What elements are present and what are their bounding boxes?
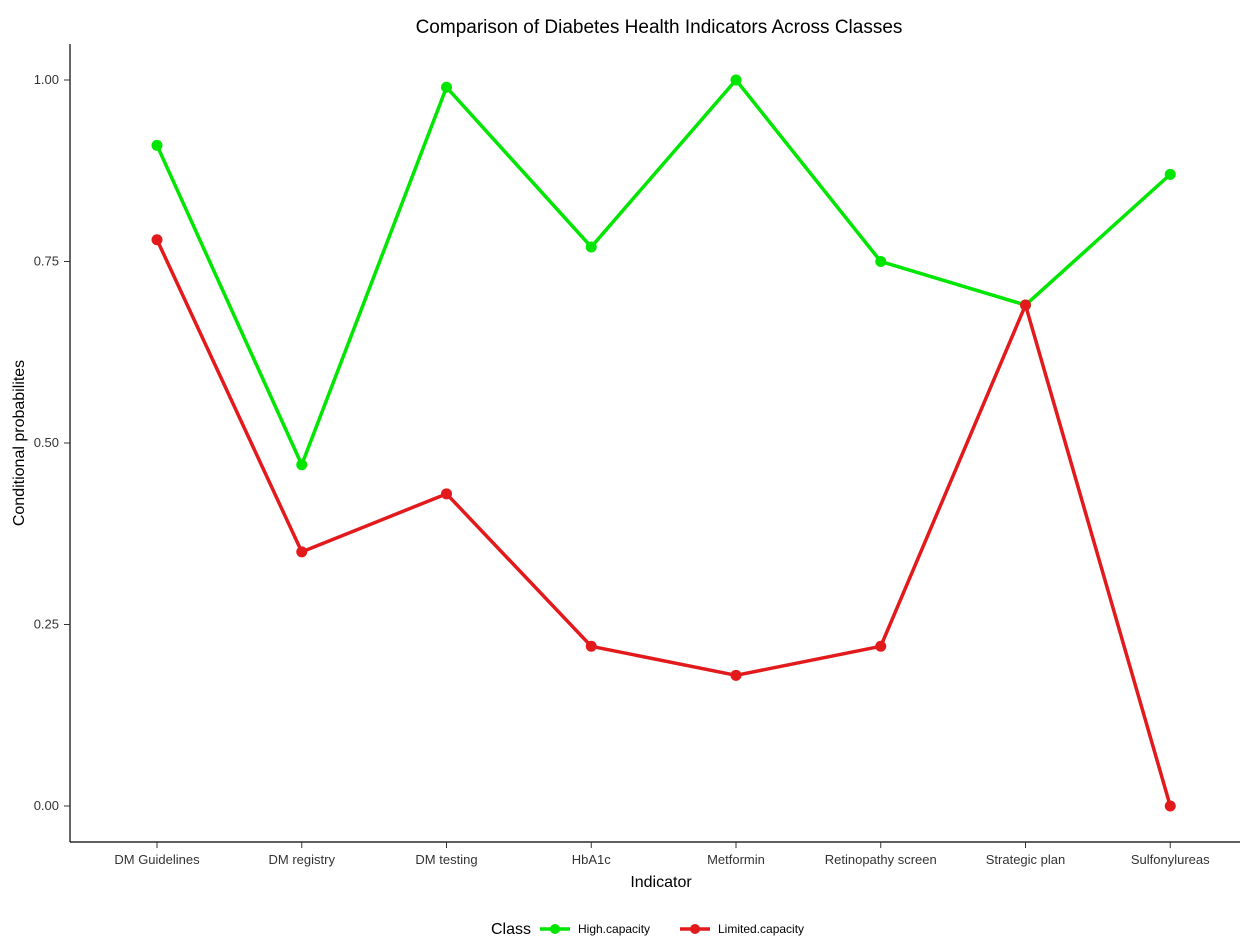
series-line-segment bbox=[734, 644, 883, 678]
x-tick-label: DM Guidelines bbox=[114, 852, 200, 867]
series-high-capacity bbox=[151, 74, 1176, 471]
data-point bbox=[296, 546, 308, 558]
x-axis-title: Indicator bbox=[630, 874, 692, 891]
series-line-segment bbox=[300, 492, 449, 554]
series-line-segment bbox=[1023, 303, 1172, 808]
legend-point-key bbox=[550, 924, 560, 934]
x-tick-label: DM registry bbox=[269, 852, 336, 867]
series-line-segment bbox=[300, 85, 449, 467]
y-tick-label: 0.00 bbox=[34, 798, 59, 813]
legend-item: Limited.capacity bbox=[680, 922, 804, 936]
x-tick-label: HbA1c bbox=[572, 852, 612, 867]
legend-point-key bbox=[690, 924, 700, 934]
data-point bbox=[151, 139, 163, 151]
legend-label: High.capacity bbox=[578, 922, 650, 936]
data-point bbox=[1164, 168, 1176, 180]
series-line-segment bbox=[444, 492, 593, 649]
data-point bbox=[585, 241, 597, 253]
y-tick-label: 0.75 bbox=[34, 254, 59, 269]
plot-area: 0.00 0.25 0.50 0.75 1.00 DM Guidelines DM reg… bbox=[34, 44, 1240, 867]
y-tick-label: 0.50 bbox=[34, 435, 59, 450]
series-line-segment bbox=[879, 303, 1028, 649]
data-point bbox=[875, 256, 887, 267]
legend-item: High.capacity bbox=[540, 922, 650, 936]
data-point bbox=[441, 488, 452, 500]
chart-title: Comparison of Diabetes Health Indicators… bbox=[416, 17, 903, 38]
x-tick-label: Metformin bbox=[707, 852, 765, 867]
series-limited-capacity bbox=[151, 234, 1176, 812]
data-point bbox=[1020, 299, 1031, 311]
y-axis-ticks: 0.00 0.25 0.50 0.75 1.00 bbox=[34, 72, 70, 813]
legend: Class High.capacity Limited.capacity bbox=[491, 921, 804, 938]
series-line-segment bbox=[879, 259, 1028, 307]
legend-label: Limited.capacity bbox=[718, 922, 804, 936]
series-line-segment bbox=[155, 237, 304, 554]
data-point bbox=[730, 669, 742, 681]
x-tick-label: Sulfonylureas bbox=[1131, 852, 1210, 867]
data-point bbox=[585, 640, 597, 652]
y-axis-title: Conditional probabilites bbox=[11, 360, 28, 526]
data-point bbox=[875, 640, 887, 652]
series-line-segment bbox=[734, 78, 883, 264]
series-line-segment bbox=[1023, 172, 1172, 307]
legend-title: Class bbox=[491, 921, 531, 938]
x-tick-label: Retinopathy screen bbox=[825, 852, 937, 867]
data-point bbox=[730, 74, 742, 86]
data-point bbox=[151, 234, 163, 246]
x-tick-label: Strategic plan bbox=[986, 852, 1066, 867]
series-layer bbox=[151, 74, 1176, 812]
series-line-segment bbox=[444, 85, 593, 249]
data-point bbox=[441, 81, 452, 93]
x-axis-ticks: DM Guidelines DM registry DM testing HbA1c M… bbox=[114, 842, 1210, 867]
y-tick-label: 1.00 bbox=[34, 72, 59, 87]
series-line-segment bbox=[589, 644, 738, 678]
data-point bbox=[1164, 800, 1176, 812]
legend-items: High.capacity Limited.capacity bbox=[540, 922, 804, 936]
series-line-segment bbox=[589, 78, 738, 249]
x-tick-label: DM testing bbox=[415, 852, 477, 867]
data-point bbox=[296, 459, 308, 471]
y-tick-label: 0.25 bbox=[34, 617, 59, 632]
series-line-segment bbox=[155, 143, 304, 467]
